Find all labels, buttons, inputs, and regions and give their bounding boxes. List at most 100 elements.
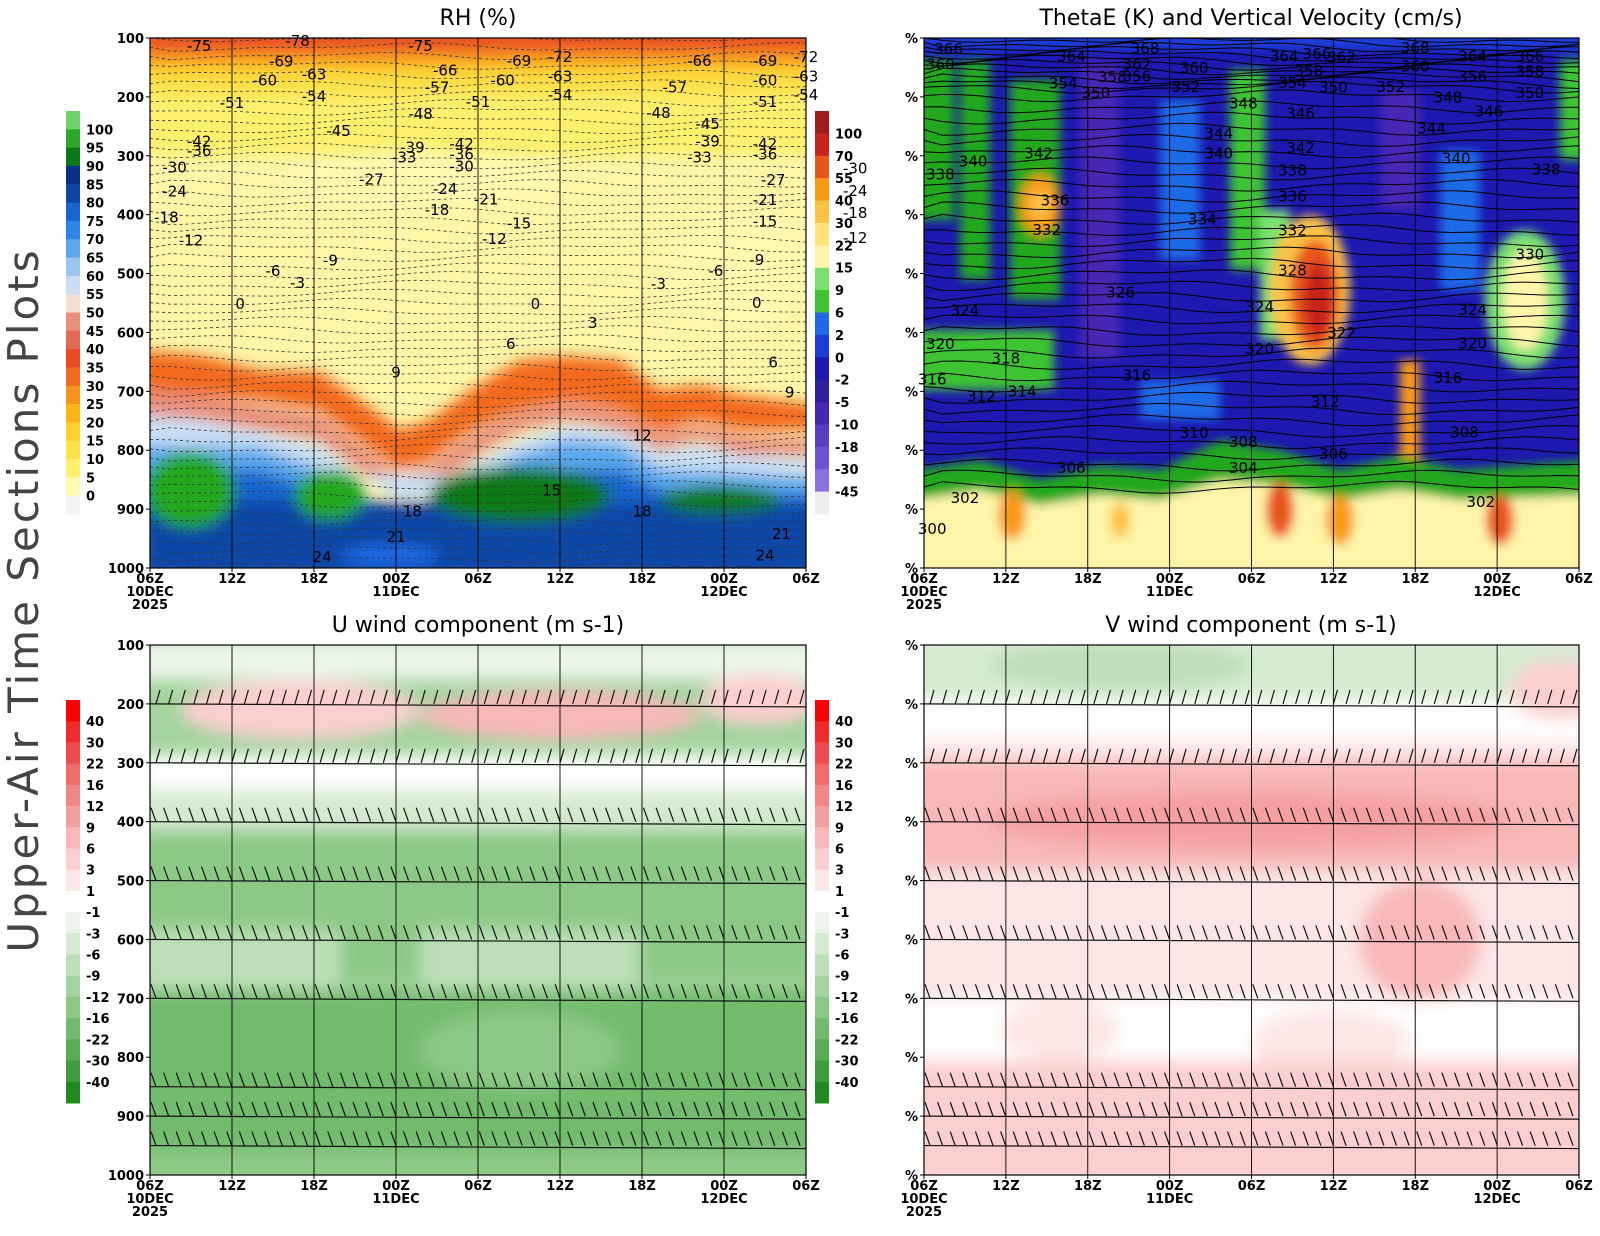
v-wind-colorbar-label: 12: [835, 800, 853, 815]
rh-colorbar-label: 45: [86, 325, 104, 340]
wind-barb: [1126, 1131, 1133, 1146]
wind-barb: [794, 866, 801, 881]
wind-barb: [458, 689, 464, 705]
wind-barb: [453, 1101, 460, 1117]
wind-barb: [339, 1131, 346, 1146]
wind-barb: [339, 984, 346, 999]
wind-barb: [415, 1101, 422, 1117]
wind-barb: [516, 1101, 523, 1117]
wind-barb: [269, 748, 275, 763]
wind-barb: [534, 748, 540, 763]
wind-barb: [781, 1131, 788, 1146]
wind-barb: [1358, 689, 1364, 705]
wind-barb: [567, 1072, 574, 1087]
wind-barb: [1466, 866, 1473, 881]
time-tick-label: 06Z: [464, 572, 492, 587]
wind-barb: [1567, 1101, 1574, 1117]
wind-barb: [478, 807, 485, 822]
wind-barb: [799, 689, 805, 705]
rh-contour-label: 3: [588, 314, 598, 332]
v-wind-colorbar-label: 1: [835, 885, 844, 900]
pressure-tick-label: %: [905, 698, 918, 713]
pressure-tick-label: %: [905, 1110, 918, 1125]
u-wind-colorbar-label: -1: [86, 906, 100, 921]
wind-barb: [1332, 689, 1339, 705]
wind-barb: [529, 807, 536, 822]
wind-barb: [622, 748, 628, 763]
v-wind-colorbar-label: -40: [835, 1076, 859, 1091]
wind-barb: [332, 689, 338, 705]
wind-barb: [769, 925, 776, 940]
wind-barb: [668, 925, 675, 940]
wind-barb: [478, 1131, 485, 1146]
thetae-colorbar-label: 15: [835, 262, 853, 277]
wind-barb: [668, 1131, 675, 1146]
wind-barb: [1479, 1101, 1486, 1117]
wind-barb: [1378, 1101, 1385, 1117]
wind-barb: [1194, 689, 1200, 705]
wind-barb: [597, 748, 603, 763]
wind-barb: [1075, 925, 1082, 940]
wind-barb: [339, 866, 346, 881]
rh-colorbar-label: 5: [86, 471, 95, 486]
wind-barb: [937, 1131, 944, 1146]
wind-barb: [1340, 984, 1347, 999]
thetae-contour-label: 312: [967, 388, 996, 406]
pressure-tick-label: 200: [117, 91, 144, 106]
rh-colorbar-label: 35: [86, 361, 104, 376]
wind-barb: [1214, 1131, 1221, 1146]
wind-barb: [974, 984, 981, 999]
thetae-contour-label: 346: [1286, 104, 1315, 122]
wind-barb: [718, 925, 725, 940]
wind-barb: [281, 689, 287, 705]
rh-contour-label: -33: [392, 149, 417, 167]
wind-barb: [794, 1072, 801, 1087]
time-tick-label: 18Z: [628, 1179, 656, 1194]
wind-barb: [756, 984, 763, 999]
wind-barb: [168, 689, 174, 705]
rh-contour-label: -24: [843, 182, 868, 200]
rh-contour-label: 24: [313, 548, 332, 566]
wind-barb: [723, 689, 729, 705]
thetae-colorbar-label: 0: [835, 351, 844, 366]
wind-barb: [929, 689, 935, 705]
wind-barb: [1471, 748, 1477, 763]
wind-barb: [1340, 807, 1347, 822]
rh-colorbar-label: 50: [86, 307, 104, 322]
wind-barb: [668, 984, 675, 999]
wind-barb: [731, 1131, 738, 1146]
wind-barb: [567, 925, 574, 940]
thetae-colorbar-swatch: [815, 357, 829, 381]
rh-contour-label: -60: [753, 71, 778, 89]
wind-barb: [344, 748, 350, 763]
u-wind-colorbar-swatch: [66, 912, 80, 934]
v-wind-colorbar-label: 9: [835, 821, 844, 836]
wind-barb: [597, 689, 603, 705]
wind-barb: [1529, 1072, 1536, 1087]
wind-barb: [365, 807, 372, 822]
wind-barb: [238, 984, 245, 999]
wind-barb: [440, 1131, 447, 1146]
rh-colorbar-label: 90: [86, 160, 104, 175]
pressure-tick-label: 100: [117, 32, 144, 47]
wind-barb: [1093, 748, 1099, 763]
wind-barb: [377, 925, 384, 940]
time-tick-label: 06Z: [1238, 572, 1266, 587]
wind-barb: [226, 1101, 233, 1117]
wind-barb: [1252, 807, 1259, 822]
wind-barb: [1542, 984, 1549, 999]
wind-barb: [1365, 1101, 1372, 1117]
wind-barb: [605, 925, 612, 940]
wind-barb: [693, 1101, 700, 1117]
thetae-colorbar-label: 6: [835, 307, 844, 322]
time-tick-label: 00Z: [710, 1179, 738, 1194]
wind-barb: [642, 984, 650, 999]
wind-barb: [1479, 984, 1486, 999]
wind-barb: [924, 1072, 931, 1087]
u-wind-colorbar-label: -9: [86, 970, 100, 985]
v-wind-colorbar-swatch: [815, 806, 829, 828]
wind-barb: [949, 1131, 956, 1146]
wind-barb: [1201, 1131, 1208, 1146]
v-wind-colorbar-label: -3: [835, 927, 849, 942]
thetae-contour-label: 338: [1278, 162, 1307, 180]
